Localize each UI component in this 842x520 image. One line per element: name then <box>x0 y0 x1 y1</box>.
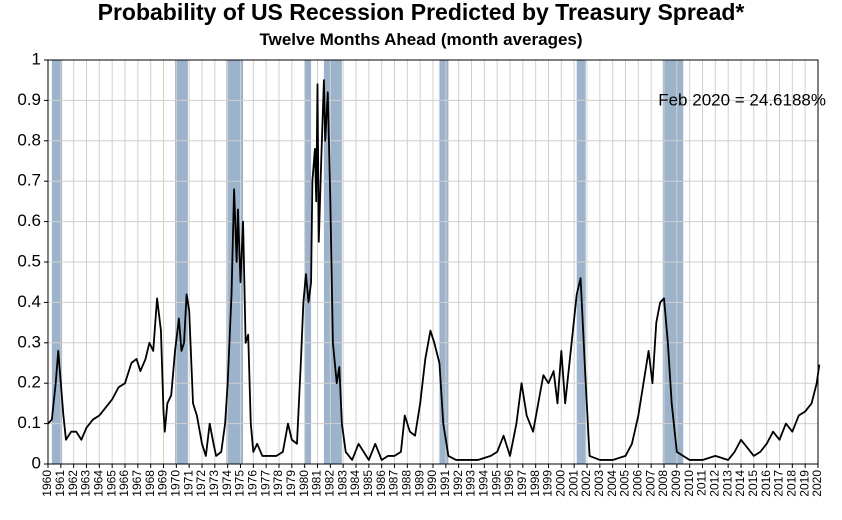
x-tick-label: 1974 <box>220 470 234 497</box>
x-tick-label: 2004 <box>605 470 619 497</box>
x-tick-label: 1960 <box>40 470 54 497</box>
x-tick-label: 1981 <box>310 470 324 497</box>
x-tick-label: 1962 <box>66 470 80 497</box>
x-tick-label: 1975 <box>233 470 247 497</box>
x-tick-label: 1994 <box>477 470 491 497</box>
y-tick-label: 0.3 <box>17 332 41 351</box>
x-tick-label: 2018 <box>785 470 799 497</box>
x-tick-label: 2019 <box>797 470 811 497</box>
x-tick-label: 1972 <box>194 470 208 497</box>
x-tick-label: 2006 <box>631 470 645 497</box>
x-tick-label: 1966 <box>117 470 131 497</box>
x-tick-label: 1997 <box>515 470 529 497</box>
x-tick-label: 2009 <box>669 470 683 497</box>
data-line <box>47 79 821 461</box>
y-tick-label: 1 <box>32 49 41 68</box>
x-tick-label: 1964 <box>92 470 106 497</box>
x-tick-label: 1988 <box>400 470 414 497</box>
x-tick-label: 1977 <box>258 470 272 497</box>
x-tick-label: 1967 <box>130 470 144 497</box>
y-tick-label: 0.2 <box>17 373 41 392</box>
x-tick-label: 1996 <box>502 470 516 497</box>
x-tick-label: 1989 <box>412 470 426 497</box>
x-tick-label: 2012 <box>708 470 722 497</box>
y-tick-label: 0.9 <box>17 90 41 109</box>
x-tick-label: 1992 <box>451 470 465 497</box>
x-tick-label: 1982 <box>323 470 337 497</box>
x-tick-label: 1965 <box>104 470 118 497</box>
x-tick-label: 1961 <box>53 470 67 497</box>
chart-title: Probability of US Recession Predicted by… <box>98 0 745 25</box>
x-tick-label: 1976 <box>246 470 260 497</box>
x-tick-label: 1968 <box>143 470 157 497</box>
x-tick-label: 2015 <box>746 470 760 497</box>
y-tick-label: 0.7 <box>17 171 41 190</box>
x-tick-label: 1983 <box>335 470 349 497</box>
x-tick-label: 1999 <box>541 470 555 497</box>
y-tick-label: 0 <box>32 453 41 472</box>
plot-frame <box>47 59 819 465</box>
x-tick-label: 2017 <box>772 470 786 497</box>
x-tick-label: 2008 <box>656 470 670 497</box>
x-tick-label: 1995 <box>489 470 503 497</box>
x-tick-label: 1998 <box>528 470 542 497</box>
x-tick-label: 1978 <box>271 470 285 497</box>
chart-subtitle: Twelve Months Ahead (month averages) <box>259 30 582 49</box>
x-tick-label: 2002 <box>579 470 593 497</box>
x-tick-label: 1984 <box>348 470 362 497</box>
y-tick-label: 0.6 <box>17 211 41 230</box>
x-tick-label: 1963 <box>79 470 93 497</box>
x-tick-label: 1993 <box>464 470 478 497</box>
x-tick-label: 1971 <box>181 470 195 497</box>
x-tick-label: 1980 <box>297 470 311 497</box>
y-tick-label: 0.8 <box>17 130 41 149</box>
x-tick-label: 1973 <box>207 470 221 497</box>
x-tick-label: 2003 <box>592 470 606 497</box>
x-tick-label: 2000 <box>554 470 568 497</box>
x-tick-label: 1985 <box>361 470 375 497</box>
y-tick-label: 0.5 <box>17 251 41 270</box>
y-tick-label: 0.1 <box>17 413 41 432</box>
annotation: Feb 2020 = 24.6188% <box>658 90 826 109</box>
plot-area: 00.10.20.30.40.50.60.70.80.9119601961196… <box>17 49 824 496</box>
x-tick-label: 2005 <box>618 470 632 497</box>
x-tick-label: 1969 <box>156 470 170 497</box>
x-tick-label: 1991 <box>438 470 452 497</box>
x-tick-label: 1979 <box>284 470 298 497</box>
x-tick-label: 2011 <box>695 470 709 496</box>
x-tick-label: 2016 <box>759 470 773 497</box>
x-tick-label: 1990 <box>425 470 439 497</box>
x-tick-label: 2010 <box>682 470 696 497</box>
x-tick-label: 1987 <box>387 470 401 497</box>
y-tick-label: 0.4 <box>17 292 41 311</box>
x-tick-label: 1986 <box>374 470 388 497</box>
x-tick-label: 2014 <box>733 470 747 497</box>
x-tick-label: 2013 <box>720 470 734 497</box>
x-tick-label: 2007 <box>643 470 657 497</box>
x-tick-label: 1970 <box>169 470 183 497</box>
x-tick-label: 2001 <box>566 470 580 497</box>
x-tick-label: 2020 <box>810 470 824 497</box>
